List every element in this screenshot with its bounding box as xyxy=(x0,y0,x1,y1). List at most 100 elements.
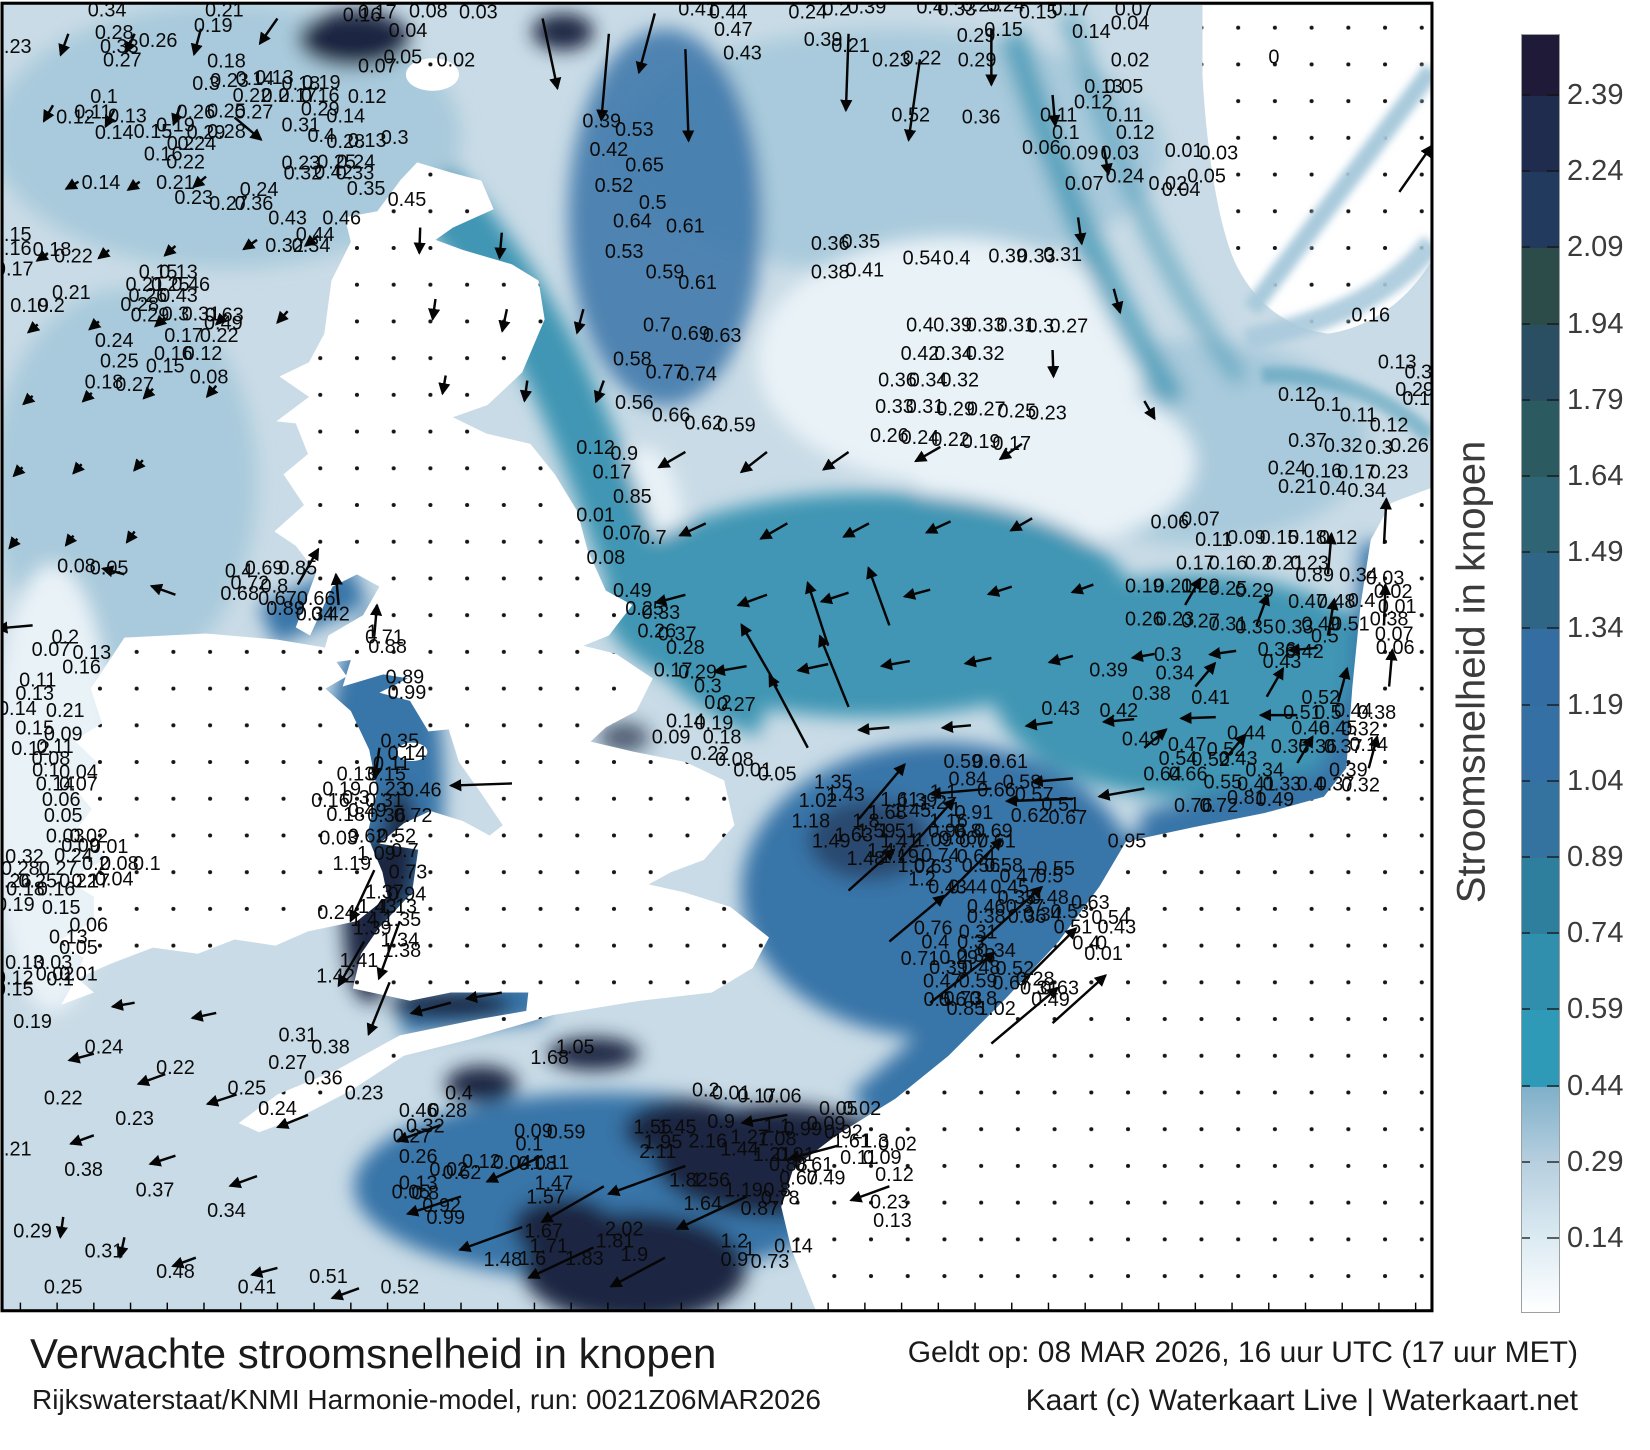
speed-label: 0.05 xyxy=(1105,76,1144,98)
speed-label: 0.22 xyxy=(1181,576,1220,598)
speed-label: 0.86 xyxy=(938,828,977,850)
colorbar-band xyxy=(1522,400,1559,477)
speed-label: 0.09 xyxy=(1060,142,1099,164)
current-arrow xyxy=(1184,576,1202,606)
speed-label: 0.26 xyxy=(0,870,32,892)
speed-label: 0.91 xyxy=(955,802,994,824)
speed-label: 0.23 xyxy=(282,152,321,174)
current-arrow xyxy=(963,655,992,668)
speed-label: 0.29 xyxy=(131,304,170,326)
speed-label: 0.23 xyxy=(115,1108,154,1130)
speed-label: 0.08 xyxy=(715,749,754,771)
speed-label: 1.43 xyxy=(358,896,397,918)
speed-label: 0.26 xyxy=(129,285,168,307)
current-arrow xyxy=(395,1123,442,1144)
map-frame xyxy=(0,1,1434,1313)
speed-label: 0.33 xyxy=(937,0,976,20)
speed-label: 0.04 xyxy=(1111,13,1150,35)
speed-label: 0.34 xyxy=(1245,759,1284,781)
current-arrow xyxy=(116,1237,129,1260)
speed-label: 0.19 xyxy=(194,15,233,37)
speed-label: 0.96 xyxy=(928,821,967,843)
speed-label: 1.45 xyxy=(658,1116,697,1138)
coastal-streaks xyxy=(1243,63,1432,443)
speed-label: 0.25 xyxy=(100,350,139,372)
current-arrow xyxy=(879,658,910,671)
speed-label: 0.01 xyxy=(59,963,98,985)
speed-label: 0.16 xyxy=(0,238,32,260)
speed-label: 0.2 xyxy=(262,85,290,107)
speed-label: 0.05 xyxy=(59,937,98,959)
speed-label: 1.35 xyxy=(814,772,853,794)
speed-label: 0.29 xyxy=(958,49,997,71)
speed-label: 0.63 xyxy=(205,304,244,326)
speed-label: 0.15 xyxy=(1019,2,1058,24)
speed-label: 0.16 xyxy=(144,143,183,165)
speed-label: 0.18 xyxy=(6,879,45,901)
current-arrow xyxy=(449,779,513,792)
speed-label: 0.31 xyxy=(996,315,1035,337)
speed-label: 0.14 xyxy=(0,698,37,720)
speed-label: 0.25 xyxy=(317,151,356,173)
speed-label: 0.27 xyxy=(209,193,248,215)
speed-label: 0.29 xyxy=(939,947,978,969)
current-arrow xyxy=(1101,714,1135,728)
current-arrow xyxy=(739,451,768,474)
speed-label: 0.59 xyxy=(943,751,982,773)
speed-label: 0.13 xyxy=(348,130,387,152)
current-arrow xyxy=(276,310,289,324)
current-arrow xyxy=(494,232,507,260)
speed-label: 0.06 xyxy=(69,914,108,936)
current-arrow xyxy=(1097,787,1145,801)
speed-label: 0.49 xyxy=(1256,789,1295,811)
current-arrow xyxy=(940,720,972,733)
speed-label: 0.11 xyxy=(1106,105,1143,127)
current-arrow xyxy=(69,1134,95,1146)
speed-label: 0.29 xyxy=(936,398,975,420)
speed-label: 0.1 xyxy=(90,86,118,108)
speed-label: 0.33 xyxy=(875,396,914,418)
speed-label: 0.21 xyxy=(0,1139,32,1161)
speed-label: 0.34 xyxy=(1023,904,1062,926)
current-arrow xyxy=(1224,733,1247,759)
current-arrow xyxy=(296,547,320,586)
speed-label: 0.31 xyxy=(182,303,221,325)
current-arrow xyxy=(136,1072,166,1087)
colorbar-tick xyxy=(1522,1008,1530,1011)
speed-label: 0.87 xyxy=(740,1198,779,1220)
speed-label: 0.09 xyxy=(863,1147,902,1169)
speed-label: 0.11 xyxy=(373,753,410,775)
speed-label: 0.7 xyxy=(959,831,987,853)
speed-label: 0.37 xyxy=(1006,896,1045,918)
speed-label: 0.56 xyxy=(615,392,654,414)
speed-label: 0.42 xyxy=(314,162,353,184)
speed-label: 0.48 xyxy=(1317,591,1356,613)
speed-label: 0.23 xyxy=(872,49,911,71)
speed-label: 0.18 xyxy=(703,727,742,749)
speed-label: 0.03 xyxy=(46,826,85,848)
current-arrow xyxy=(596,33,611,123)
speed-label: 1.16 xyxy=(929,810,968,832)
current-arrow xyxy=(1048,94,1061,128)
speed-label: 0.35 xyxy=(1235,617,1274,639)
speed-label: 0.22 xyxy=(44,1088,83,1110)
speed-label: 1.6 xyxy=(519,1248,547,1270)
speed-label: 0.17 xyxy=(0,259,34,281)
speed-label: 0.38 xyxy=(311,1037,350,1059)
current-arrow xyxy=(888,894,946,943)
speed-label: 0.5 xyxy=(1314,702,1342,724)
speed-label: 0.51 xyxy=(1054,916,1093,938)
speed-label: 0.12 xyxy=(875,1164,914,1186)
speed-label: 0.85 xyxy=(613,486,652,508)
colorbar-tick xyxy=(1547,703,1559,706)
current-arrow xyxy=(258,17,279,46)
speed-label: 0.8 xyxy=(763,1180,791,1202)
speed-label: 0.09 xyxy=(652,727,691,749)
speed-label: 0.11 xyxy=(74,101,111,123)
speed-label: 0.13 xyxy=(5,952,44,974)
speed-label: 0.43 xyxy=(1263,651,1302,673)
speed-label: 0.22 xyxy=(931,429,970,451)
speed-label: 0.44 xyxy=(709,2,748,24)
colorbar-tick xyxy=(1522,322,1530,325)
speed-label: 1.57 xyxy=(526,1187,565,1209)
